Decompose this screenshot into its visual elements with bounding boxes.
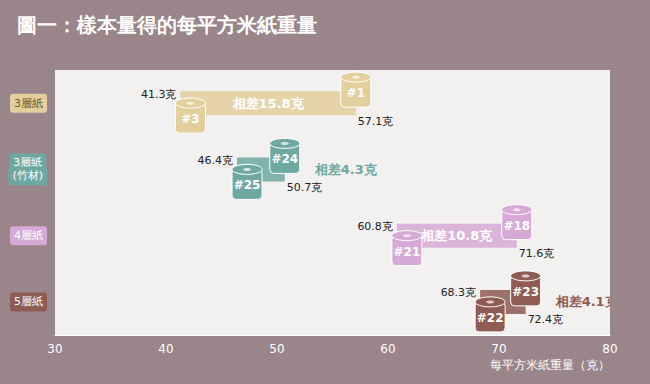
svg-text:70: 70	[491, 342, 506, 356]
svg-text:60.8克: 60.8克	[357, 220, 393, 233]
svg-text:相差4.1克: 相差4.1克	[555, 294, 619, 309]
svg-text:40: 40	[158, 342, 173, 356]
svg-text:#1: #1	[347, 86, 365, 100]
svg-text:50.7克: 50.7克	[287, 181, 323, 194]
svg-text:#18: #18	[503, 219, 530, 233]
svg-text:3層紙: 3層紙	[14, 97, 43, 110]
svg-text:每平方米紙重量（克）: 每平方米紙重量（克）	[490, 358, 610, 372]
svg-text:4層紙: 4層紙	[14, 229, 43, 242]
svg-text:#24: #24	[271, 152, 298, 166]
svg-text:(竹材): (竹材)	[12, 169, 43, 182]
svg-text:46.4克: 46.4克	[198, 154, 234, 167]
svg-text:80: 80	[602, 342, 617, 356]
svg-text:72.4克: 72.4克	[528, 313, 564, 326]
svg-text:#23: #23	[512, 285, 539, 299]
svg-text:#21: #21	[393, 245, 420, 259]
svg-text:#25: #25	[234, 178, 261, 192]
svg-text:57.1克: 57.1克	[358, 115, 394, 128]
svg-text:50: 50	[269, 342, 284, 356]
svg-text:相差15.8克: 相差15.8克	[232, 96, 305, 111]
svg-text:68.3克: 68.3克	[441, 286, 477, 299]
svg-text:71.6克: 71.6克	[519, 247, 555, 260]
svg-text:5層紙: 5層紙	[14, 295, 43, 308]
svg-text:30: 30	[47, 342, 62, 356]
svg-text:41.3克: 41.3克	[141, 88, 177, 101]
svg-text:#22: #22	[477, 311, 504, 325]
svg-text:60: 60	[380, 342, 395, 356]
svg-text:3層紙: 3層紙	[13, 156, 43, 170]
svg-text:相差4.3克: 相差4.3克	[314, 162, 378, 177]
svg-text:圖一：樣本量得的每平方米紙重量: 圖一：樣本量得的每平方米紙重量	[17, 13, 317, 37]
svg-text:相差10.8克: 相差10.8克	[420, 228, 493, 243]
svg-text:#3: #3	[181, 112, 199, 126]
